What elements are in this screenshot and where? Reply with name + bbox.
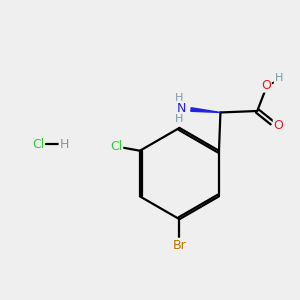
Text: Cl: Cl xyxy=(110,140,122,153)
Text: Cl: Cl xyxy=(32,138,44,151)
Text: H: H xyxy=(175,93,183,103)
Text: H: H xyxy=(274,73,283,83)
Text: Br: Br xyxy=(172,238,186,252)
Text: H: H xyxy=(175,114,183,124)
Polygon shape xyxy=(191,108,220,112)
Text: O: O xyxy=(274,118,284,132)
Text: O: O xyxy=(261,79,271,92)
Text: N: N xyxy=(177,101,186,115)
Text: H: H xyxy=(59,138,69,151)
